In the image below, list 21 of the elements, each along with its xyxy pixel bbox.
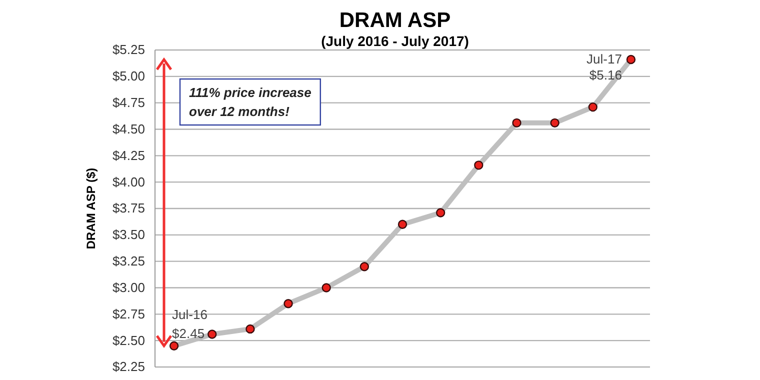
annotation: Jul-16 bbox=[172, 306, 208, 322]
annotation: Jul-17 bbox=[586, 52, 622, 67]
y-tick-label: $5.25 bbox=[112, 42, 145, 58]
y-axis-title: DRAM ASP ($) bbox=[84, 168, 98, 250]
chart-title: DRAM ASP bbox=[339, 9, 451, 32]
y-tick-label: $3.25 bbox=[112, 253, 145, 268]
chart-subtitle: (July 2016 - July 2017) bbox=[321, 33, 469, 49]
y-tick-label: $4.75 bbox=[112, 94, 145, 110]
y-tick-label: $5.00 bbox=[112, 68, 145, 84]
annotation: $2.45 bbox=[172, 326, 205, 341]
y-tick-label: $3.50 bbox=[112, 227, 145, 242]
annotation: 111% price increase over 12 months! bbox=[189, 85, 312, 119]
annotation: $5.16 bbox=[589, 68, 622, 83]
y-tick-label: $4.25 bbox=[112, 148, 145, 163]
y-tick-label: $3.75 bbox=[112, 200, 145, 216]
y-tick-label: $2.75 bbox=[112, 306, 145, 322]
y-tick-label: $3.00 bbox=[112, 280, 145, 295]
y-tick-label: $4.50 bbox=[112, 121, 145, 136]
y-tick-label: $4.00 bbox=[112, 174, 145, 190]
y-tick-label: $2.25 bbox=[112, 359, 145, 374]
y-tick-label: $2.50 bbox=[112, 332, 145, 348]
